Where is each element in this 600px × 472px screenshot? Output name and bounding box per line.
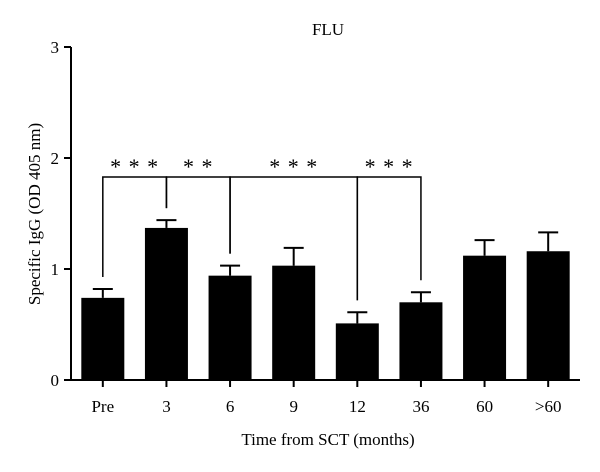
significance-label: * * * <box>269 154 318 179</box>
significance-bracket <box>356 176 422 301</box>
x-tick-label: 6 <box>226 397 235 416</box>
chart-title: FLU <box>312 20 344 39</box>
y-tick-label: 2 <box>51 149 60 168</box>
y-tick-label: 3 <box>51 38 60 57</box>
x-tick-label: 9 <box>289 397 298 416</box>
significance-label: * * * <box>110 154 159 179</box>
bar-7 <box>526 251 570 380</box>
significance-label: * * * <box>365 154 414 179</box>
x-tick-label: 36 <box>412 397 429 416</box>
bar-0 <box>81 297 125 380</box>
x-axis-label: Time from SCT (months) <box>241 430 414 449</box>
y-axis-label: Specific IgG (OD 405 nm) <box>25 123 44 305</box>
bar-3 <box>272 265 316 380</box>
x-tick-label: 12 <box>349 397 366 416</box>
y-tick-label: 1 <box>51 260 60 279</box>
bar-1 <box>144 227 188 380</box>
bar-6 <box>463 255 507 380</box>
y-tick-label: 0 <box>51 371 60 390</box>
x-tick-label: Pre <box>91 397 114 416</box>
bar-4 <box>335 323 379 380</box>
x-tick-label: 3 <box>162 397 171 416</box>
significance-label: * * <box>183 154 214 179</box>
x-tick-label: 60 <box>476 397 493 416</box>
x-tick-label: >60 <box>535 397 562 416</box>
bar-2 <box>208 275 252 380</box>
bar-5 <box>399 302 443 380</box>
